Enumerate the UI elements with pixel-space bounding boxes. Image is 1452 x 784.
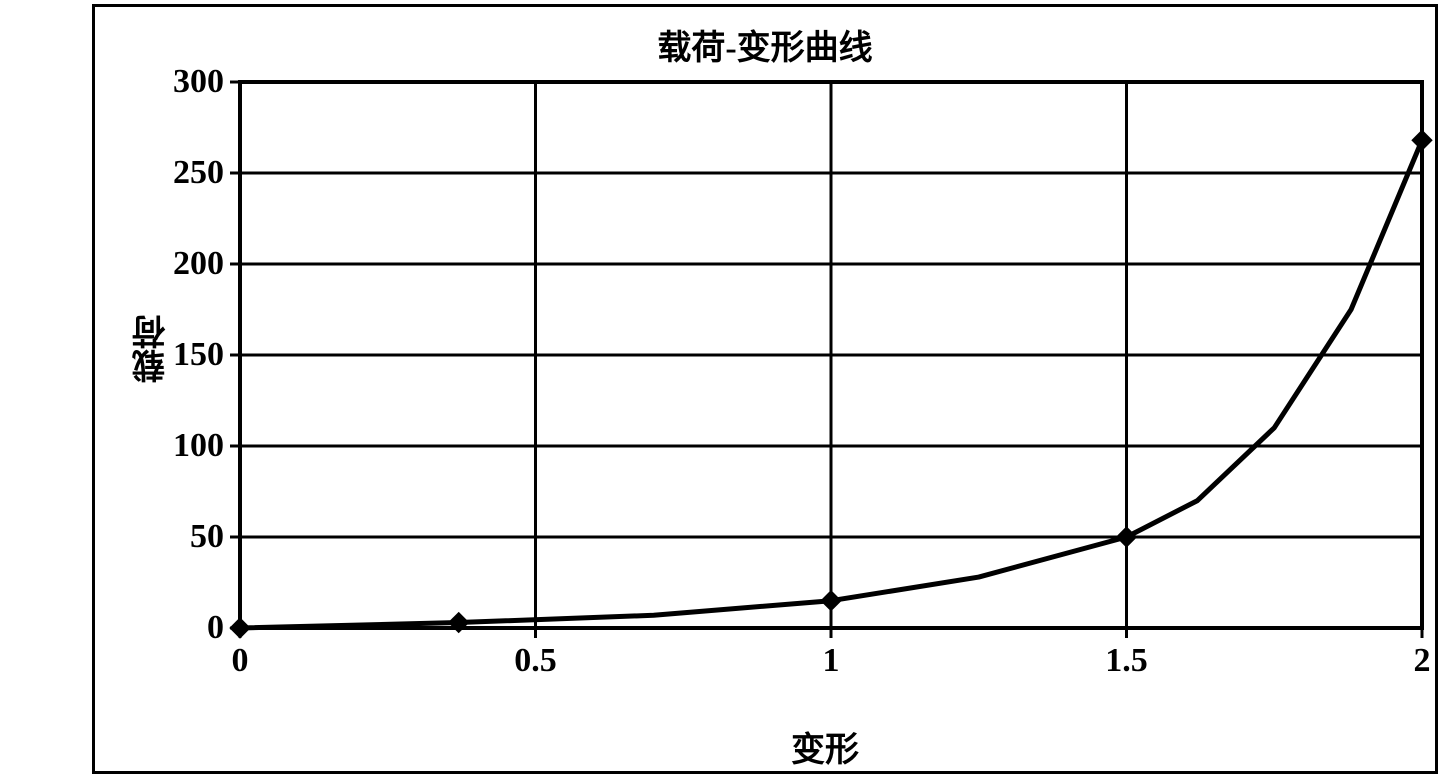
y-tick-label: 100 bbox=[144, 427, 224, 465]
y-tick-label: 250 bbox=[144, 154, 224, 192]
x-tick-label: 1.5 bbox=[1077, 642, 1177, 680]
x-tick-label: 1 bbox=[781, 642, 881, 680]
x-tick-label: 0.5 bbox=[486, 642, 586, 680]
x-tick-label: 0 bbox=[190, 642, 290, 680]
y-tick-label: 150 bbox=[144, 336, 224, 374]
y-tick-label: 300 bbox=[144, 63, 224, 101]
x-tick-label: 2 bbox=[1372, 642, 1452, 680]
y-tick-label: 50 bbox=[144, 518, 224, 556]
y-tick-label: 200 bbox=[144, 245, 224, 283]
